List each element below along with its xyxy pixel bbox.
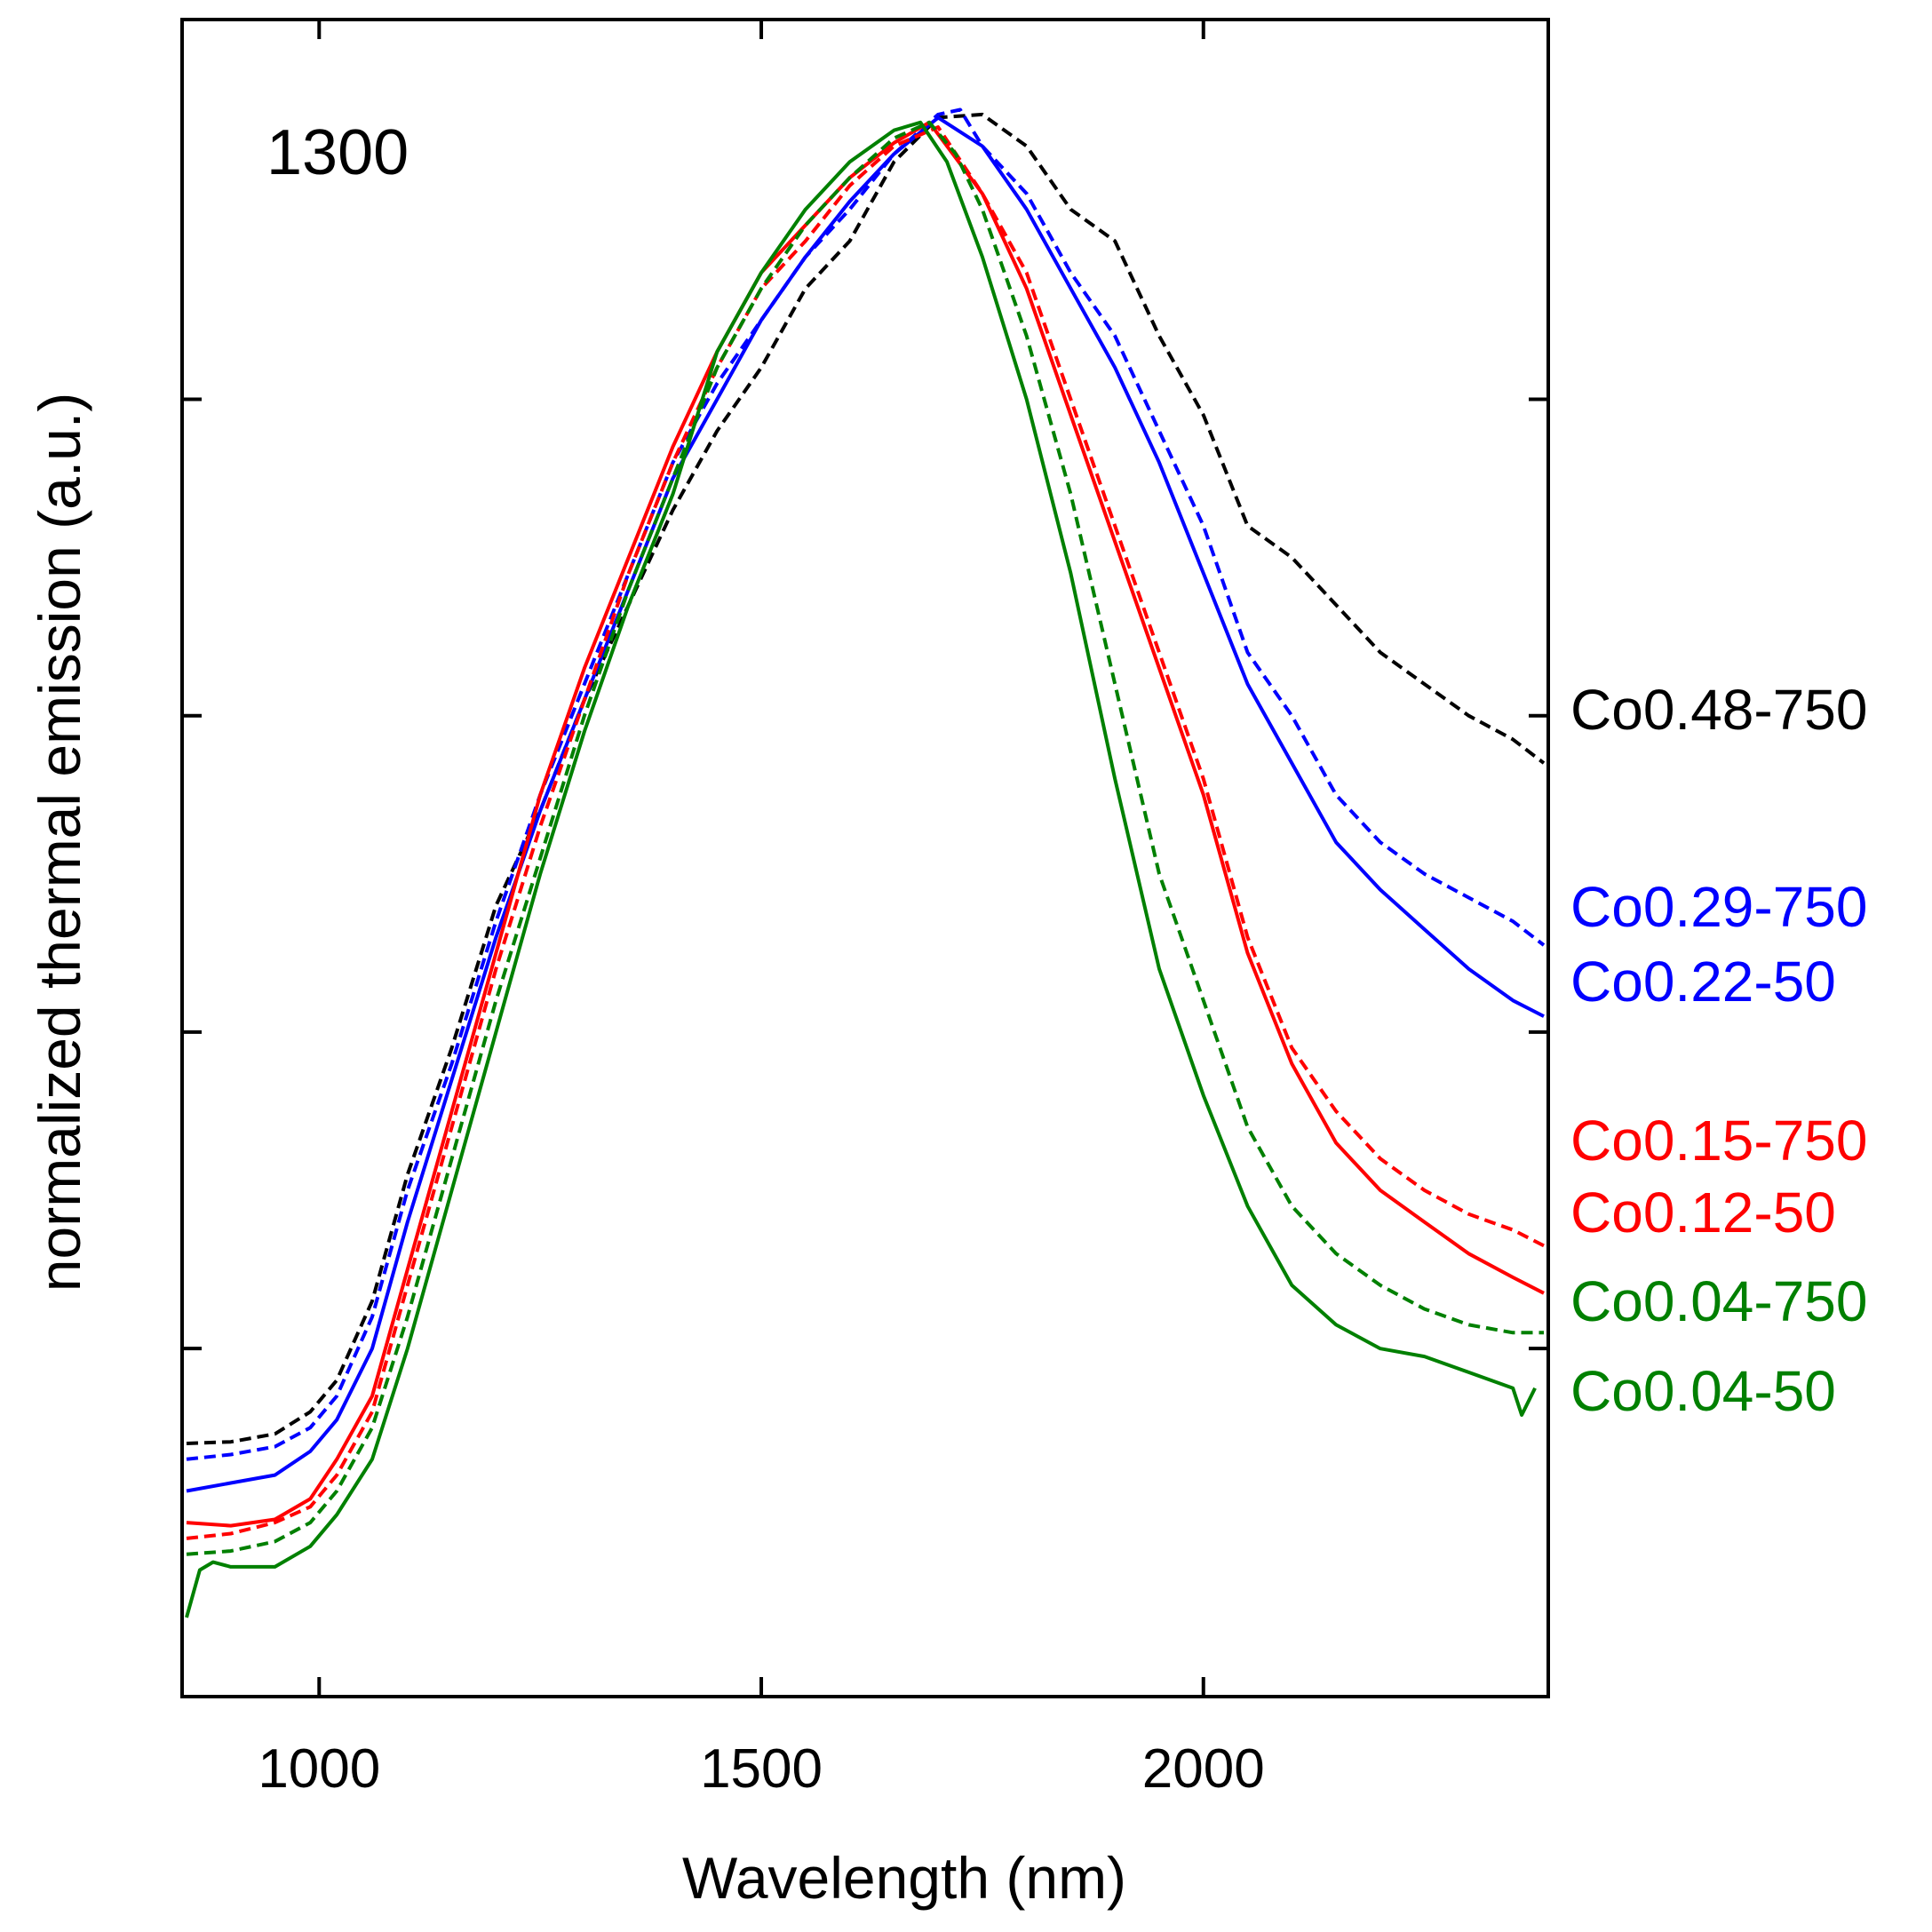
plot-frame [180,18,1550,1698]
x-axis-title: Wavelength (nm) [682,1845,1126,1911]
legend-label-Co0.04-50: Co0.04-50 [1570,1359,1836,1423]
x-tick-label: 1000 [258,1738,380,1800]
legend-label-Co0.48-750: Co0.48-750 [1570,678,1867,742]
series-line-Co0.22-50 [186,115,1545,1493]
legend-label-Co0.04-750: Co0.04-750 [1570,1269,1867,1333]
legend: Co0.48-750 Co0.29-750 Co0.22-50 Co0.15-750 C… [1570,678,1867,1423]
y-axis-title: normalized thermal emission (a.u.) [27,393,92,1292]
series-group [185,107,1546,1618]
x-axis: 1000 1500 2000 [258,20,1265,1800]
series-line-Co0.12-50 [186,120,1545,1528]
x-tick-label: 1500 [700,1738,823,1800]
series-line-Co0.29-750 [186,107,1546,1461]
series-line-Co0.04-750 [186,120,1544,1556]
legend-label-Co0.15-750: Co0.15-750 [1570,1109,1867,1173]
series-line-Co0.48-750 [186,112,1546,1445]
panel-label: 1300 [266,117,409,188]
x-tick-label: 2000 [1142,1738,1265,1800]
legend-label-Co0.29-750: Co0.29-750 [1570,875,1867,939]
series-line-Co0.15-750 [186,125,1545,1540]
series-line-Co0.04-50 [185,120,1537,1618]
legend-label-Co0.12-50: Co0.12-50 [1570,1181,1836,1244]
y-axis [182,397,1548,1351]
legend-label-Co0.22-50: Co0.22-50 [1570,950,1836,1014]
